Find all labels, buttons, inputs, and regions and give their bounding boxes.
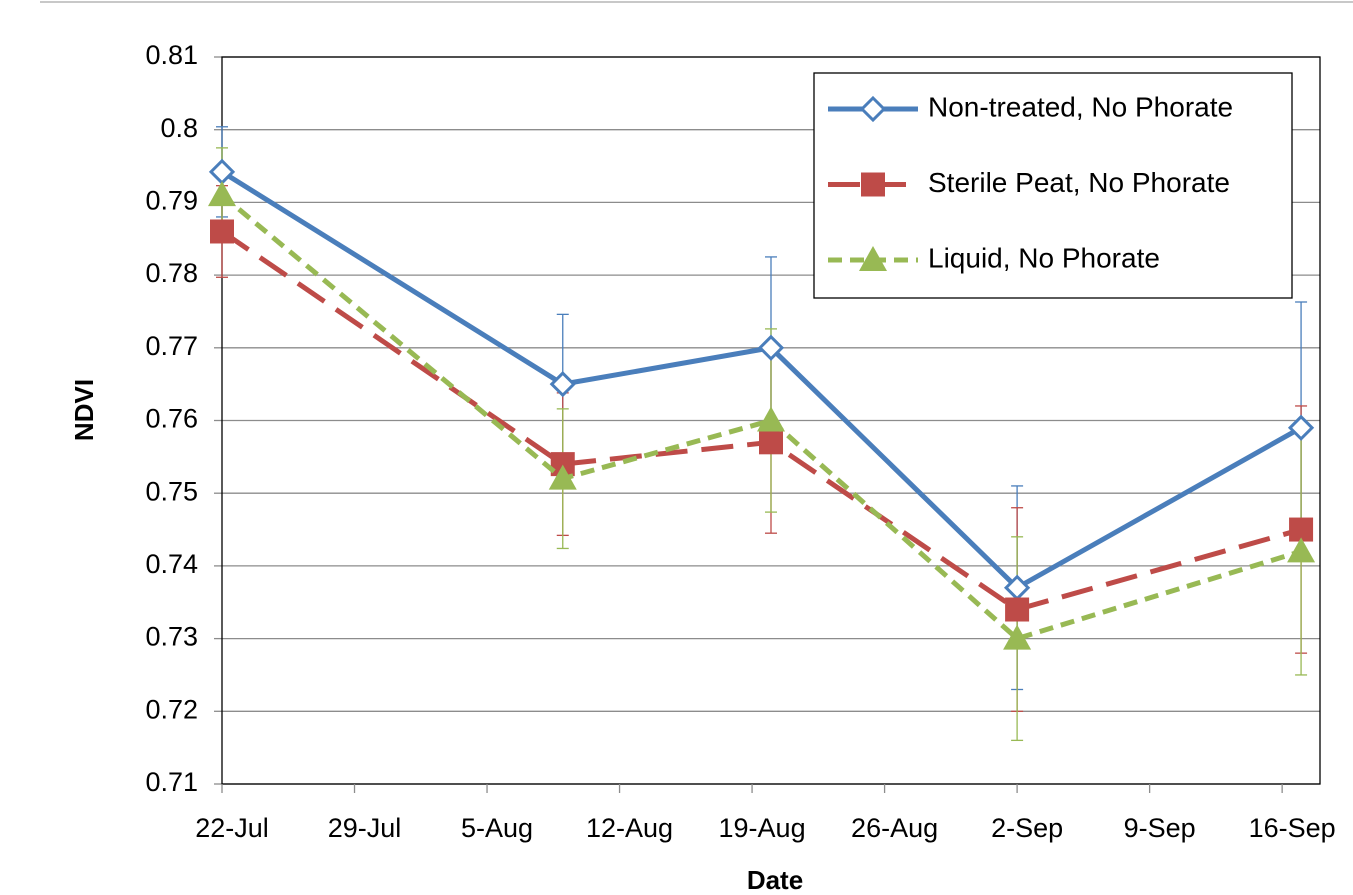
y-tick-label: 0.76 <box>145 404 198 434</box>
marker <box>1005 597 1030 622</box>
x-tick-label: 2-Sep <box>991 813 1063 843</box>
x-tick-label: 16-Sep <box>1249 813 1336 843</box>
y-tick-label: 0.71 <box>145 767 198 797</box>
y-axis-title: NDVI <box>69 379 99 441</box>
y-tick-label: 0.81 <box>145 40 198 70</box>
y-tick-label: 0.78 <box>145 258 198 288</box>
x-tick-label: 29-Jul <box>328 813 402 843</box>
x-tick-label: 26-Aug <box>851 813 938 843</box>
legend-label: Sterile Peat, No Phorate <box>928 167 1230 198</box>
marker <box>1287 537 1316 563</box>
legend-label: Liquid, No Phorate <box>928 242 1160 273</box>
marker <box>757 406 785 432</box>
x-tick-label: 22-Jul <box>195 813 269 843</box>
y-tick-label: 0.75 <box>145 476 198 506</box>
marker <box>859 246 887 271</box>
marker <box>757 334 785 361</box>
marker <box>859 95 887 123</box>
x-tick-label: 9-Sep <box>1124 813 1196 843</box>
legend-label: Non-treated, No Phorate <box>928 91 1233 122</box>
marker <box>210 219 234 244</box>
y-tick-label: 0.74 <box>145 549 198 579</box>
x-tick-label: 12-Aug <box>586 813 673 843</box>
marker <box>549 371 576 398</box>
marker <box>759 430 783 455</box>
y-tick-label: 0.8 <box>160 113 198 143</box>
y-tick-label: 0.77 <box>145 331 198 361</box>
marker <box>1287 414 1315 441</box>
x-tick-label: 5-Aug <box>461 813 533 843</box>
x-axis-title: Date <box>747 865 803 895</box>
legend: Non-treated, No Phorate Sterile Peat, No … <box>813 72 1293 299</box>
marker <box>208 181 236 207</box>
plot-border <box>221 56 1321 785</box>
y-tick-label: 0.72 <box>145 694 198 724</box>
marker <box>1003 624 1032 650</box>
x-tick-label: 19-Aug <box>719 813 806 843</box>
marker <box>861 172 885 197</box>
series-line <box>220 193 1302 642</box>
y-tick-label: 0.73 <box>145 622 198 652</box>
y-tick-label: 0.79 <box>145 186 198 216</box>
marker <box>548 464 577 490</box>
